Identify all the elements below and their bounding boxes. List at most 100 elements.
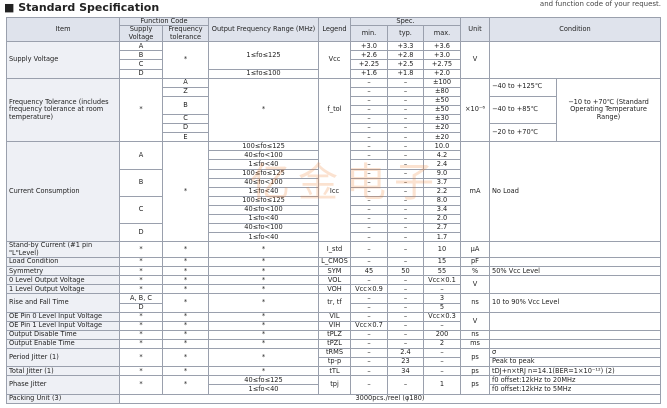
table-cell: D bbox=[162, 123, 209, 134]
table-cell: +2.0 bbox=[423, 68, 461, 79]
table-row: Phase Jitter * * 40≤fo≤125 tpj – –1 ps f0 offset… bbox=[6, 375, 661, 395]
table-cell: Frequency Tolerance (includes frequency … bbox=[6, 77, 120, 143]
table-cell: – bbox=[387, 329, 424, 340]
table-cell: – bbox=[350, 213, 388, 225]
table-cell: – bbox=[387, 223, 424, 234]
table-cell: * bbox=[119, 77, 163, 143]
table-cell: – bbox=[423, 284, 461, 295]
table-cell: * bbox=[162, 375, 209, 395]
table-row: Item Function Code Output Frequency Range … bbox=[6, 16, 661, 43]
table-cell: VIL bbox=[318, 311, 351, 322]
table-row: C – – ±30 bbox=[7, 113, 661, 125]
table-row: Period Jitter (1) * * * tRMS –2.4– ps σ bbox=[6, 348, 661, 368]
table-cell: 10 bbox=[423, 241, 461, 259]
table-cell: Stand-by Current (#1 pin "L"Level) bbox=[6, 241, 120, 259]
table-cell: Phase Jitter bbox=[6, 375, 120, 395]
table-cell: Vcc×0.7 bbox=[350, 320, 388, 331]
table-cell bbox=[489, 257, 661, 268]
table-cell: – bbox=[387, 338, 424, 350]
table-cell: mA bbox=[460, 141, 490, 243]
table-cell: Vcc bbox=[318, 41, 351, 79]
table-row: D – – ±20 −20 to +70℃ bbox=[7, 123, 661, 143]
table-cell: VIH bbox=[318, 320, 351, 331]
table-cell: Output Enable Time bbox=[6, 338, 120, 350]
table-cell: – bbox=[387, 86, 424, 97]
table-cell: I_std bbox=[318, 241, 351, 259]
header-cell: Legend bbox=[318, 16, 351, 43]
table-cell: * bbox=[119, 266, 163, 277]
table-row: 0 Level Output Voltage * * * VOL – – Vcc×0.1 V bbox=[6, 275, 661, 295]
table-cell: +2.5 bbox=[387, 59, 424, 70]
table-cell: * bbox=[162, 320, 209, 331]
table-cell: 34 bbox=[387, 366, 424, 377]
table-cell: – bbox=[387, 95, 424, 106]
table-cell: – bbox=[387, 213, 424, 225]
table-cell: ms bbox=[460, 338, 490, 350]
table-cell: * bbox=[119, 241, 163, 259]
table-cell: +3.3 bbox=[387, 41, 424, 52]
table-row: 1≤fo<40– –1.7 bbox=[7, 232, 661, 243]
table-cell: 1.7 bbox=[423, 232, 461, 243]
table-row: D – –5 bbox=[7, 302, 661, 313]
table-row: C 100≤fo≤125– –8.0 bbox=[7, 195, 661, 225]
table-row: Packing Unit (3) 3000pcs./reel (φ180) bbox=[6, 393, 661, 404]
table-cell: Z bbox=[162, 86, 209, 97]
table-cell: * bbox=[208, 241, 319, 259]
table-cell: tr, tf bbox=[318, 293, 351, 313]
table-cell: +2.6 bbox=[350, 50, 388, 61]
table-cell: C bbox=[119, 195, 163, 225]
table-cell: – bbox=[423, 366, 461, 377]
table-cell: 40≤fo≤125 bbox=[208, 375, 319, 386]
table-cell: ns bbox=[460, 329, 490, 340]
header-cell: Function Code bbox=[119, 16, 209, 27]
table-cell: B bbox=[119, 168, 163, 197]
table-cell: Vcc×0.1 bbox=[423, 275, 461, 286]
table-cell bbox=[489, 41, 661, 79]
table-cell: 50% Vcc Level bbox=[489, 266, 661, 277]
table-cell: C bbox=[119, 59, 163, 70]
table-cell: Current Consumption bbox=[6, 141, 120, 243]
table-row: – – ±50 bbox=[7, 104, 661, 115]
table-cell: 1≤fo≤125 bbox=[208, 41, 319, 70]
table-cell: * bbox=[208, 329, 319, 340]
table-cell: +1.6 bbox=[350, 68, 388, 79]
table-cell: ±20 bbox=[423, 123, 461, 134]
table-cell: – bbox=[423, 357, 461, 368]
table-cell: * bbox=[119, 275, 163, 286]
table-cell: * bbox=[162, 311, 209, 322]
table-cell: – bbox=[423, 348, 461, 359]
table-cell: +3.0 bbox=[350, 41, 388, 52]
table-cell: VOL bbox=[318, 275, 351, 286]
table-cell: D bbox=[119, 302, 163, 313]
table-row: Stand-by Current (#1 pin "L"Level) * * * I_s… bbox=[6, 241, 661, 259]
table-cell: – bbox=[350, 123, 388, 134]
table-cell: – bbox=[387, 77, 424, 88]
table-cell: * bbox=[208, 284, 319, 295]
header-cell: Supply Voltage bbox=[119, 25, 163, 43]
table-row: Current Consumption A * 100≤fo≤125 Icc – –10.0… bbox=[6, 141, 661, 243]
table-cell: f0 offset:12kHz to 20MHz bbox=[489, 375, 661, 386]
table-cell: ±80 bbox=[423, 86, 461, 97]
table-row: B – – ±50 −40 to +85℃ bbox=[7, 95, 661, 125]
table-cell: – bbox=[387, 375, 424, 395]
table-cell: – bbox=[387, 132, 424, 143]
table-cell: – bbox=[387, 293, 424, 304]
header-cell: max. bbox=[423, 25, 461, 43]
table-row: Output Disable Time * * * tPLZ – –200 ns bbox=[6, 329, 661, 340]
table-row: Symmetry * * * SYM 45 50 55% 50% Vcc Level bbox=[6, 266, 661, 277]
table-cell: 10 to 90% Vcc Level bbox=[489, 293, 661, 313]
table-cell: Peak to peak bbox=[489, 357, 661, 368]
table-cell: pF bbox=[460, 257, 490, 268]
table-cell: 2.0 bbox=[423, 213, 461, 225]
table-row: Frequency Tolerance (includes frequency … bbox=[6, 77, 661, 143]
table-row: Supply Voltage A * 1≤fo≤125 Vcc +3.0 +3.3 +3.6 V bbox=[6, 41, 661, 79]
table-cell: * bbox=[162, 41, 209, 79]
table-cell: – bbox=[423, 320, 461, 331]
table-cell bbox=[489, 338, 661, 350]
note: and function code of your request. bbox=[539, 0, 661, 8]
table-cell: D bbox=[119, 223, 163, 243]
table-cell: – bbox=[387, 104, 424, 115]
table-cell: ±30 bbox=[423, 113, 461, 125]
table-cell: * bbox=[208, 320, 319, 331]
table-cell: D bbox=[119, 68, 163, 79]
